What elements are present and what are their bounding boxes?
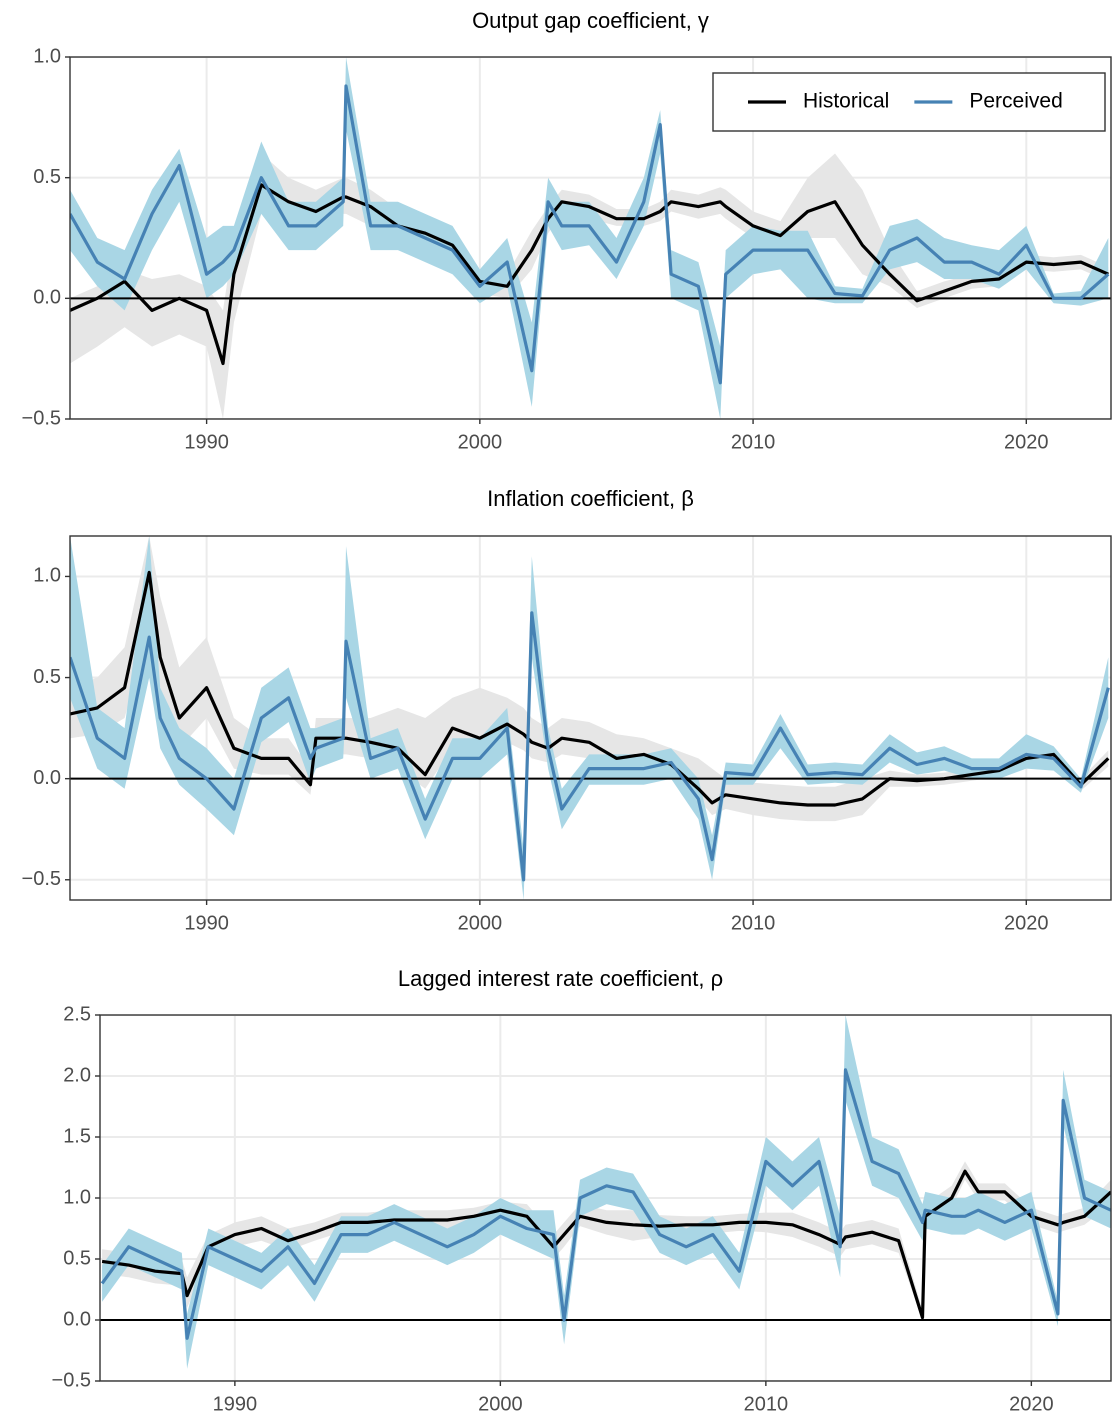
x-tick-label: 2020 [1009, 1393, 1054, 1415]
x-tick-label: 2000 [478, 1393, 523, 1415]
confidence-band [102, 1015, 1111, 1369]
confidence-band [102, 1161, 1111, 1320]
x-tick-label: 1990 [184, 912, 229, 934]
x-tick-label: 2020 [1004, 431, 1049, 453]
x-tick-label: 1990 [213, 1393, 258, 1415]
y-tick-label: 1.0 [63, 1186, 91, 1208]
plot-frame [69, 56, 1112, 420]
y-tick-label: 0.0 [33, 287, 61, 309]
series-line [70, 84, 1110, 385]
legend-label: Perceived [969, 90, 1062, 113]
y-tick-label: 1.0 [33, 45, 61, 67]
plot-area [70, 536, 1111, 900]
plot-area [70, 57, 1111, 419]
y-tick-label: 0.5 [63, 1247, 91, 1269]
y-tick-label: 1.0 [33, 565, 61, 587]
series-line [70, 183, 1109, 366]
y-tick-label: 2.5 [63, 1003, 91, 1025]
x-tick-label: 2020 [1004, 912, 1049, 934]
x-tick-label: 2010 [744, 1393, 789, 1415]
legend-label: Historical [803, 90, 889, 113]
plot-frame [69, 535, 1112, 901]
x-tick-label: 1990 [184, 431, 229, 453]
series-line [70, 611, 1110, 882]
y-tick-label: 0.0 [33, 767, 61, 789]
x-tick-label: 2010 [731, 912, 776, 934]
series-line [101, 1169, 1111, 1320]
y-tick-label: −0.5 [52, 1369, 91, 1391]
y-tick-label: 0.0 [63, 1308, 91, 1330]
y-tick-label: −0.5 [22, 407, 61, 429]
series-line [100, 1068, 1111, 1340]
y-tick-label: −0.5 [22, 868, 61, 890]
panel-title: Output gap coefficient, γ [472, 8, 709, 33]
x-tick-label: 2000 [458, 431, 503, 453]
confidence-band [70, 536, 1109, 900]
confidence-band [70, 153, 1109, 419]
y-tick-label: 2.0 [63, 1064, 91, 1086]
plot-area [100, 1015, 1111, 1381]
panel-title: Lagged interest rate coefficient, ρ [398, 966, 723, 991]
x-tick-label: 2000 [458, 912, 503, 934]
confidence-band [70, 57, 1109, 419]
y-tick-label: 0.5 [33, 666, 61, 688]
y-tick-label: 0.5 [33, 166, 61, 188]
y-tick-label: 1.5 [63, 1125, 91, 1147]
x-tick-label: 2010 [731, 431, 776, 453]
panel-title: Inflation coefficient, β [487, 486, 694, 511]
